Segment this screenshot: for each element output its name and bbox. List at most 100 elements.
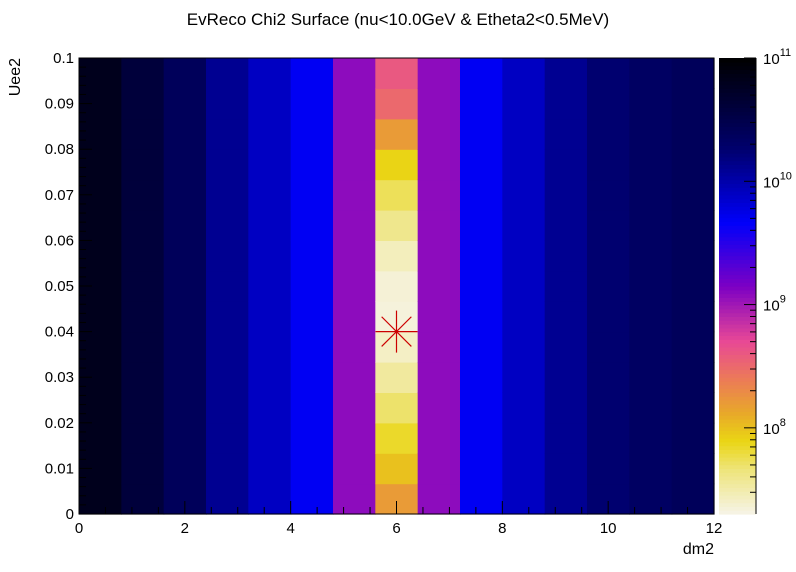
heatmap-cell bbox=[290, 270, 334, 302]
colorbar-tick-label: 109 bbox=[763, 294, 786, 315]
heatmap-cell bbox=[290, 118, 334, 150]
colorbar-segment bbox=[719, 289, 756, 295]
colorbar-segment bbox=[719, 103, 756, 108]
heatmap-cell bbox=[248, 331, 292, 363]
y-tick-label: 0.07 bbox=[45, 187, 74, 204]
x-tick-label: 12 bbox=[706, 520, 723, 537]
heatmap-cell bbox=[79, 392, 122, 424]
colorbar-segment bbox=[719, 145, 756, 150]
colorbar-segment bbox=[719, 217, 756, 222]
colorbar-segment bbox=[719, 403, 756, 409]
colorbar-segment bbox=[719, 308, 756, 314]
heatmap-cell bbox=[671, 118, 715, 150]
colorbar-segment bbox=[719, 502, 756, 507]
heatmap-cell bbox=[629, 453, 673, 485]
colorbar-segment bbox=[719, 107, 756, 112]
colorbar-segment bbox=[719, 149, 756, 154]
colorbar-segment bbox=[719, 153, 756, 158]
heatmap-cell bbox=[502, 118, 546, 150]
colorbar-segment bbox=[719, 251, 756, 257]
heatmap-cell bbox=[333, 88, 376, 120]
colorbar-segment bbox=[719, 449, 756, 454]
y-tick-label: 0.01 bbox=[45, 460, 74, 477]
x-tick-label: 2 bbox=[181, 520, 189, 537]
colorbar-segment bbox=[719, 194, 756, 200]
heatmap-cell bbox=[587, 331, 630, 363]
heatmap-cell bbox=[121, 270, 165, 302]
heatmap-cell bbox=[121, 362, 165, 393]
heatmap-cell bbox=[206, 331, 249, 363]
colorbar-segment bbox=[719, 438, 756, 443]
heatmap-cell bbox=[417, 301, 461, 333]
heatmap-cell bbox=[333, 149, 376, 181]
colorbar-axis: 108 109 1010 1011 bbox=[744, 47, 792, 514]
heatmap-cell bbox=[417, 149, 461, 181]
heatmap-cell bbox=[375, 422, 419, 454]
colorbar-segment bbox=[719, 339, 756, 344]
heatmap-cell bbox=[417, 58, 461, 89]
colorbar-segment bbox=[719, 472, 756, 477]
heatmap-cell bbox=[163, 422, 207, 454]
heatmap-cell bbox=[121, 240, 165, 272]
heatmap-cell bbox=[544, 392, 588, 424]
heatmap-cell bbox=[375, 210, 419, 241]
colorbar-segment bbox=[719, 259, 756, 264]
colorbar-segment bbox=[719, 122, 756, 127]
heatmap-cell bbox=[460, 483, 503, 515]
heatmap-cell bbox=[290, 301, 334, 333]
heatmap-cell bbox=[333, 453, 376, 485]
colorbar-segment bbox=[719, 358, 756, 363]
colorbar-segment bbox=[719, 225, 756, 230]
heatmap-cell bbox=[629, 362, 673, 393]
heatmap-cell bbox=[375, 362, 419, 393]
colorbar-segment bbox=[719, 346, 756, 352]
heatmap-cell bbox=[375, 453, 419, 485]
heatmap-cell bbox=[629, 149, 673, 181]
heatmap-cell bbox=[460, 270, 503, 302]
heatmap-cell bbox=[629, 483, 673, 515]
heatmap-cell bbox=[248, 362, 292, 393]
colorbar-segment bbox=[719, 221, 756, 226]
heatmap-cell bbox=[375, 240, 419, 272]
heatmap-cell bbox=[375, 58, 419, 89]
colorbar-segment bbox=[719, 255, 756, 260]
y-tick-label: 0.06 bbox=[45, 232, 74, 249]
heatmap-cell bbox=[206, 483, 249, 515]
colorbar-segment bbox=[719, 445, 756, 450]
colorbar-segment bbox=[719, 156, 756, 162]
colorbar-segment bbox=[719, 381, 756, 386]
colorbar-segment bbox=[719, 115, 756, 120]
heatmap-cell bbox=[121, 88, 165, 120]
colorbar-segment bbox=[719, 141, 756, 146]
heatmap-cell bbox=[206, 240, 249, 272]
heatmap-cell bbox=[248, 301, 292, 333]
heatmap-cell bbox=[206, 58, 249, 89]
heatmap-cell bbox=[587, 392, 630, 424]
colorbar-segment bbox=[719, 92, 756, 97]
heatmap-cell bbox=[629, 392, 673, 424]
heatmap-cell bbox=[544, 118, 588, 150]
heatmap-cell bbox=[206, 210, 249, 241]
heatmap-cell bbox=[290, 362, 334, 393]
heatmap-cell bbox=[375, 88, 419, 120]
heatmap-cell bbox=[163, 453, 207, 485]
colorbar-segment bbox=[719, 69, 756, 74]
colorbar bbox=[719, 58, 756, 515]
colorbar-segment bbox=[719, 168, 756, 173]
heatmap-cell bbox=[333, 422, 376, 454]
best-fit-marker bbox=[375, 310, 418, 353]
heatmap-cell bbox=[121, 422, 165, 454]
heatmap-cell bbox=[248, 483, 292, 515]
heatmap-cell bbox=[163, 301, 207, 333]
y-tick-label: 0.05 bbox=[45, 278, 74, 295]
colorbar-tick-label: 1011 bbox=[763, 47, 791, 68]
heatmap-cell bbox=[629, 118, 673, 150]
heatmap-cell bbox=[671, 270, 715, 302]
heatmap-cell bbox=[460, 392, 503, 424]
marker-stroke bbox=[381, 316, 412, 347]
heatmap-cell bbox=[248, 392, 292, 424]
heatmap-cell bbox=[629, 301, 673, 333]
colorbar-segment bbox=[719, 126, 756, 131]
heatmap-cell bbox=[544, 270, 588, 302]
x-tick-label: 0 bbox=[75, 520, 83, 537]
